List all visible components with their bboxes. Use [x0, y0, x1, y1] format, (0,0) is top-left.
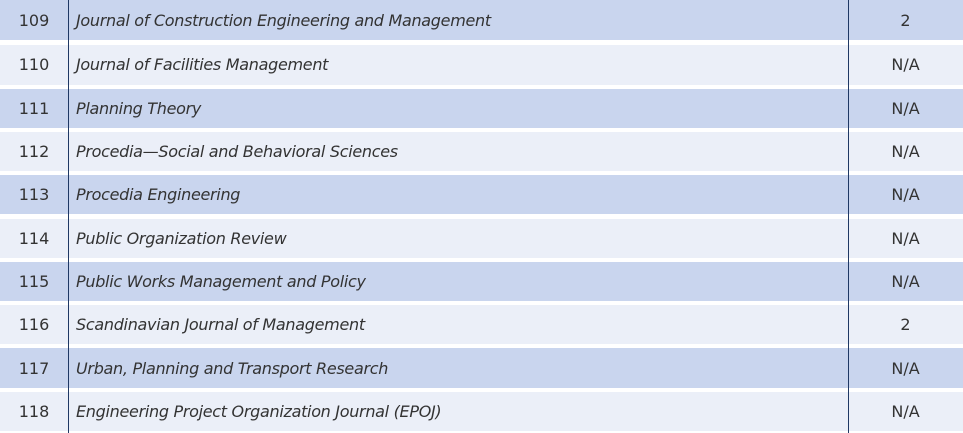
journal-name: Public Organization Review [76, 228, 287, 248]
row-number: 110 [18, 55, 50, 75]
row-number: 113 [18, 185, 50, 205]
journal-name: Planning Theory [76, 98, 202, 118]
journal-value: N/A [891, 358, 920, 378]
journal-value: 2 [900, 315, 911, 335]
journal-value: N/A [891, 185, 920, 205]
journal-name: Engineering Project Organization Journal… [76, 401, 442, 421]
table-row: 111 Planning Theory N/A [0, 88, 963, 128]
journal-value: N/A [891, 98, 920, 118]
row-number: 118 [18, 401, 50, 421]
journal-name: Journal of Construction Engineering and … [76, 10, 491, 30]
column-divider [848, 0, 849, 433]
table-row: 112 Procedia—Social and Behavioral Scienc… [0, 131, 963, 172]
table-row: 109 Journal of Construction Engineering a… [0, 0, 963, 41]
journal-name: Scandinavian Journal of Management [76, 315, 365, 335]
row-number: 114 [18, 228, 50, 248]
journal-name: Journal of Facilities Management [76, 55, 329, 75]
journal-name: Public Works Management and Policy [76, 271, 366, 291]
row-number: 112 [18, 142, 50, 162]
table-row: 118 Engineering Project Organization Jour… [0, 391, 963, 431]
row-number: 111 [18, 98, 50, 118]
journal-name: Urban, Planning and Transport Research [76, 358, 389, 378]
journal-value: N/A [891, 401, 920, 421]
journal-value: N/A [891, 142, 920, 162]
journal-name: Procedia Engineering [76, 185, 241, 205]
table-row: 114 Public Organization Review N/A [0, 218, 963, 258]
journal-value: N/A [891, 55, 920, 75]
journal-name: Procedia—Social and Behavioral Sciences [76, 142, 398, 162]
table-row: 116 Scandinavian Journal of Management 2 [0, 305, 963, 345]
row-number: 116 [18, 315, 50, 335]
table-row: 115 Public Works Management and Policy N/A [0, 261, 963, 302]
row-number: 117 [18, 358, 50, 378]
row-number: 115 [18, 271, 50, 291]
table-row: 110 Journal of Facilities Management N/A [0, 45, 963, 85]
row-number: 109 [18, 10, 50, 30]
column-divider [68, 0, 69, 433]
journal-value: N/A [891, 228, 920, 248]
journal-value: N/A [891, 271, 920, 291]
journal-value: 2 [900, 10, 911, 30]
table-row: 113 Procedia Engineering N/A [0, 175, 963, 215]
table-row: 117 Urban, Planning and Transport Researc… [0, 348, 963, 388]
